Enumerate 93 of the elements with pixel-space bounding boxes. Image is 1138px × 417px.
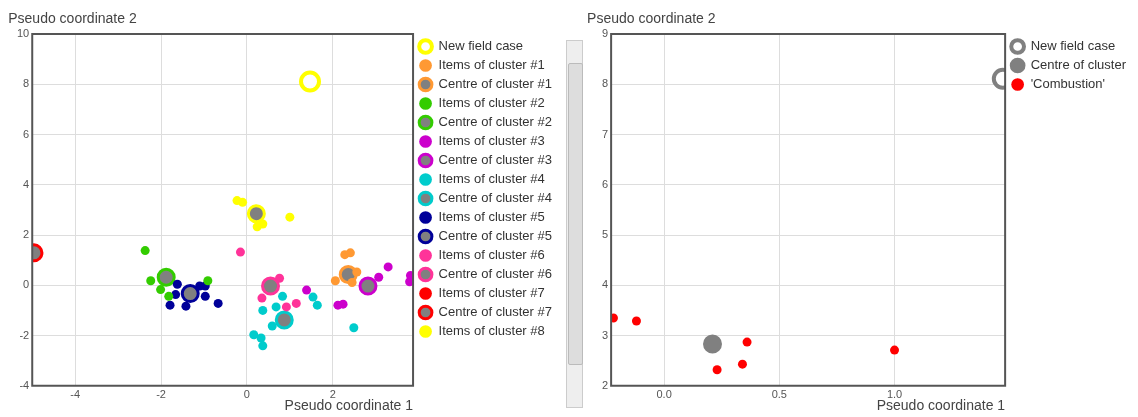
y-tick-label: -4: [19, 378, 30, 391]
point: [405, 277, 414, 287]
point: [164, 291, 174, 301]
legend-label: New field case: [1030, 38, 1116, 54]
legend-label: Centre of cluster #4: [438, 190, 553, 206]
point: [261, 276, 281, 296]
x-tick-label: 0: [243, 388, 250, 401]
point: [281, 302, 291, 312]
x-tick-label: 0.0: [656, 388, 672, 401]
point: [203, 276, 213, 286]
point: [180, 284, 200, 304]
point: [181, 301, 191, 311]
legend-label: 'Combustion': [1030, 76, 1105, 92]
legend-label: Centre of cluster #7: [438, 304, 553, 320]
point: [338, 299, 348, 309]
point: [258, 219, 268, 229]
point: [737, 359, 747, 369]
y-tick-label: 9: [601, 27, 609, 40]
legend-label: Centre of cluster #1: [438, 76, 553, 92]
point: [312, 300, 322, 310]
point: [140, 246, 150, 256]
legend-label: Items of cluster #7: [438, 285, 545, 301]
legend-label: Centre of cluster: [1030, 57, 1127, 73]
y-tick-label: 3: [601, 328, 609, 341]
point: [165, 300, 175, 310]
y-tick-label: 6: [23, 127, 30, 140]
y-tick-label: 7: [601, 127, 609, 140]
point: [345, 248, 355, 258]
point: [358, 276, 378, 296]
legend-label: Items of cluster #3: [438, 133, 545, 149]
point: [330, 276, 340, 286]
legend-label: Items of cluster #6: [438, 247, 545, 263]
y-tick-label: 2: [601, 378, 609, 391]
point: [712, 365, 722, 375]
x-tick-label: 0.5: [771, 388, 787, 401]
point: [156, 267, 176, 287]
point: [302, 285, 312, 295]
legend-label: Items of cluster #4: [438, 171, 545, 187]
point: [172, 279, 182, 289]
point: [238, 197, 248, 207]
legend-label: Items of cluster #1: [438, 57, 545, 73]
y-tick-label: 0: [23, 278, 30, 291]
point: [347, 278, 357, 288]
point: [349, 323, 359, 333]
x-tick-label: -2: [156, 388, 166, 401]
point: [256, 333, 266, 343]
x-tick-label: 2: [329, 388, 336, 401]
legend-label: Items of cluster #8: [438, 323, 545, 339]
y-tick-label: 8: [23, 77, 30, 90]
y-tick-label: 4: [23, 177, 30, 190]
point: [275, 273, 285, 283]
point: [258, 305, 268, 315]
point: [258, 341, 268, 351]
point: [374, 272, 384, 282]
point: [267, 321, 277, 331]
point: [274, 310, 294, 330]
legend-label: New field case: [438, 38, 524, 54]
point: [285, 212, 295, 222]
y-axis-title: Pseudo coordinate 2: [587, 9, 716, 26]
point: [299, 70, 322, 93]
y-tick-label: 6: [601, 177, 609, 190]
point: [278, 291, 288, 301]
legend-label: Centre of cluster #6: [438, 266, 553, 282]
y-tick-label: 5: [601, 228, 609, 241]
point: [213, 298, 223, 308]
y-tick-label: 4: [601, 278, 609, 291]
y-axis-title: Pseudo coordinate 2: [8, 9, 137, 26]
legend-label: Items of cluster #2: [438, 95, 545, 111]
point: [156, 285, 166, 295]
point: [308, 292, 318, 302]
point: [291, 298, 301, 308]
point: [631, 316, 641, 326]
x-tick-label: -4: [70, 388, 81, 401]
point: [200, 291, 210, 301]
point: [703, 334, 722, 354]
point: [249, 330, 259, 340]
point: [146, 276, 156, 286]
y-tick-label: 10: [16, 27, 30, 40]
x-tick-label: 1.0: [886, 388, 903, 401]
y-tick-label: -2: [19, 328, 30, 341]
legend-label: Centre of cluster #3: [438, 152, 553, 168]
point: [352, 267, 362, 277]
legend-label: Centre of cluster #2: [438, 114, 553, 130]
point: [235, 247, 245, 257]
y-tick-label: 2: [23, 228, 30, 241]
point: [271, 302, 281, 312]
legend-label: Centre of cluster #5: [438, 228, 553, 244]
point: [383, 262, 393, 272]
point: [742, 337, 752, 347]
point: [257, 293, 267, 303]
y-tick-label: 8: [601, 77, 609, 90]
legend-label: Items of cluster #5: [438, 209, 545, 225]
point: [246, 204, 266, 224]
